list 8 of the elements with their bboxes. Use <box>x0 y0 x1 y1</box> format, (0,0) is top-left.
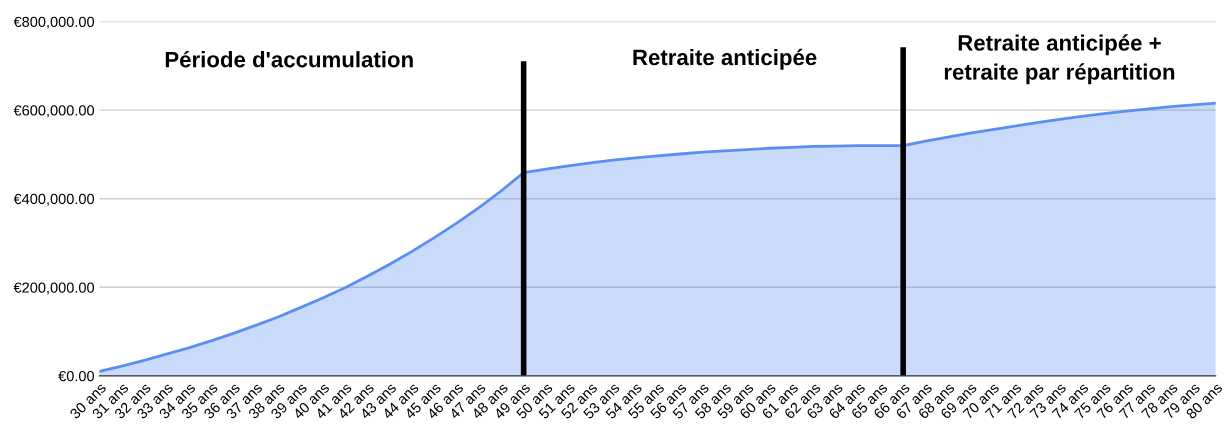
y-tick-label: €0.00 <box>58 370 95 382</box>
annotation: Retraite anticipée + retraite par répartition <box>944 34 1175 85</box>
y-tick-label: €600,000.00 <box>13 105 95 118</box>
y-tick-label: €800,000.00 <box>13 16 95 29</box>
annotation: Période d'accumulation <box>165 50 413 68</box>
y-tick-label: €200,000.00 <box>13 282 95 295</box>
annotation: Retraite anticipée <box>633 48 817 70</box>
y-tick-label: €400,000.00 <box>13 193 95 206</box>
